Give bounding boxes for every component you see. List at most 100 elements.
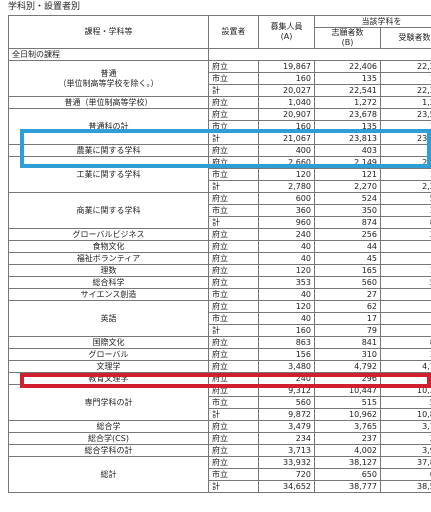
founder-cell: 計 — [208, 480, 259, 493]
header-course: 課程・学科等 — [8, 15, 209, 49]
applicants-cell: 44 — [314, 240, 381, 253]
course-name-cell: 普通（単位制高等学校） — [8, 96, 209, 109]
founder-cell: 市立 — [208, 396, 259, 409]
recruitment-cell: 21,067 — [258, 132, 315, 145]
recruitment-cell: 863 — [258, 336, 315, 349]
recruitment-cell: 156 — [258, 348, 315, 361]
course-name-cell: 英語 — [8, 300, 209, 337]
founder-cell: 府立 — [208, 156, 259, 169]
applicants-cell: 23,813 — [314, 132, 381, 145]
examinees-cell: 27 — [380, 288, 431, 301]
course-name-cell: 総合学 — [8, 420, 209, 433]
table-row: サイエンス創造市立402727 — [8, 288, 431, 301]
founder-cell: 市立 — [208, 204, 259, 217]
recruitment-cell: 720 — [258, 468, 315, 481]
recruitment-cell: 3,479 — [258, 420, 315, 433]
header-applicants-sub: (B) — [341, 38, 354, 47]
header-group: 当該学科を — [314, 15, 431, 28]
course-name-cell: 理数 — [8, 264, 209, 277]
recruitment-cell: 234 — [258, 432, 315, 445]
table-row: 市立360350348 — [9, 204, 431, 217]
founder-cell: 府立 — [208, 60, 259, 73]
examinees-cell: 512 — [380, 396, 431, 409]
recruitment-cell: 3,713 — [258, 444, 315, 457]
examinees-cell: 519 — [380, 192, 431, 205]
recruitment-cell: 3,480 — [258, 360, 315, 373]
examinees-cell: 10,377 — [380, 384, 431, 397]
table-row: 市立560515512 — [9, 396, 431, 409]
applicants-cell: 296 — [314, 372, 381, 385]
founder-cell: 市立 — [208, 468, 259, 481]
founder-cell: 計 — [208, 216, 259, 229]
examinees-cell: 296 — [380, 372, 431, 385]
examinees-cell: 16 — [380, 312, 431, 325]
course-name-cell: 農業に関する学科 — [8, 144, 209, 157]
course-name-cell: 食物文化 — [8, 240, 209, 253]
examinees-cell: 164 — [380, 264, 431, 277]
founder-cell: 計 — [208, 324, 259, 337]
recruitment-cell: 40 — [258, 240, 315, 253]
founder-cell: 府立 — [208, 360, 259, 373]
table-header: 課程・学科等 設置者 募集人員 (A) 当該学科を 志願者数 (B) 受験者数 — [8, 15, 431, 49]
examinees-cell: 556 — [380, 276, 431, 289]
applicants-cell: 10,962 — [314, 408, 381, 421]
founder-cell: 市立 — [208, 168, 259, 181]
founder-cell: 府立 — [208, 384, 259, 397]
applicants-cell: 121 — [314, 168, 381, 181]
applicants-cell: 2,149 — [314, 156, 381, 169]
founder-cell: 計 — [208, 408, 259, 421]
recruitment-cell: 120 — [258, 300, 315, 313]
applicants-cell: 62 — [314, 300, 381, 313]
header-recruitment: 募集人員 (A) — [258, 15, 315, 49]
table-row: 市立160135135 — [9, 72, 431, 85]
examinees-cell: 22,385 — [380, 84, 431, 97]
founder-cell: 府立 — [208, 432, 259, 445]
applicants-cell: 4,002 — [314, 444, 381, 457]
applicants-cell: 22,406 — [314, 60, 381, 73]
course-name-cell: 普通 （単位制高等学校を除く。） — [8, 60, 209, 97]
applicants-cell: 38,127 — [314, 456, 381, 469]
applicants-cell: 560 — [314, 276, 381, 289]
recruitment-cell: 2,660 — [258, 156, 315, 169]
recruitment-cell: 160 — [258, 72, 315, 85]
table-row: 計960874867 — [9, 216, 431, 229]
applicants-cell: 4,792 — [314, 360, 381, 373]
examinees-cell: 135 — [380, 120, 431, 133]
table-row: 市立401716 — [9, 312, 431, 325]
founder-cell: 府立 — [208, 348, 259, 361]
applicants-cell: 2,270 — [314, 180, 381, 193]
course-name-cell: 総計 — [8, 456, 209, 493]
examinees-cell: 78 — [380, 324, 431, 337]
founder-cell: 市立 — [208, 312, 259, 325]
founder-cell: 府立 — [208, 144, 259, 157]
table-row: 英語府立1206262 — [8, 300, 431, 337]
recruitment-cell: 120 — [258, 168, 315, 181]
course-name-cell: 総合学科の計 — [8, 444, 209, 457]
table-row: 食物文化府立404444 — [8, 240, 431, 253]
admissions-table: 課程・学科等 設置者 募集人員 (A) 当該学科を 志願者数 (B) 受験者数 … — [8, 15, 431, 493]
examinees-cell: 23,515 — [380, 108, 431, 121]
examinees-cell: 236 — [380, 432, 431, 445]
section-fill — [208, 48, 431, 61]
founder-cell: 府立 — [208, 372, 259, 385]
examinees-cell: 135 — [380, 72, 431, 85]
examinees-cell: 23,650 — [380, 132, 431, 145]
applicants-cell: 515 — [314, 396, 381, 409]
course-name-cell: 工業に関する学科 — [8, 156, 209, 193]
examinees-cell: 310 — [380, 348, 431, 361]
applicants-cell: 79 — [314, 324, 381, 337]
examinees-cell: 3,975 — [380, 444, 431, 457]
table-body: 全日制の課程 普通 （単位制高等学校を除く。） 府立 19,867 22,406 22,… — [8, 48, 431, 493]
founder-cell: 府立 — [208, 96, 259, 109]
recruitment-cell: 20,907 — [258, 108, 315, 121]
course-name-cell: グローバル — [8, 348, 209, 361]
founder-cell: 市立 — [208, 120, 259, 133]
applicants-cell: 256 — [314, 228, 381, 241]
course-name-cell: 普通科の計 — [8, 108, 209, 145]
founder-cell: 府立 — [208, 276, 259, 289]
founder-cell: 府立 — [208, 420, 259, 433]
applicants-cell: 524 — [314, 192, 381, 205]
examinees-cell: 37,867 — [380, 456, 431, 469]
